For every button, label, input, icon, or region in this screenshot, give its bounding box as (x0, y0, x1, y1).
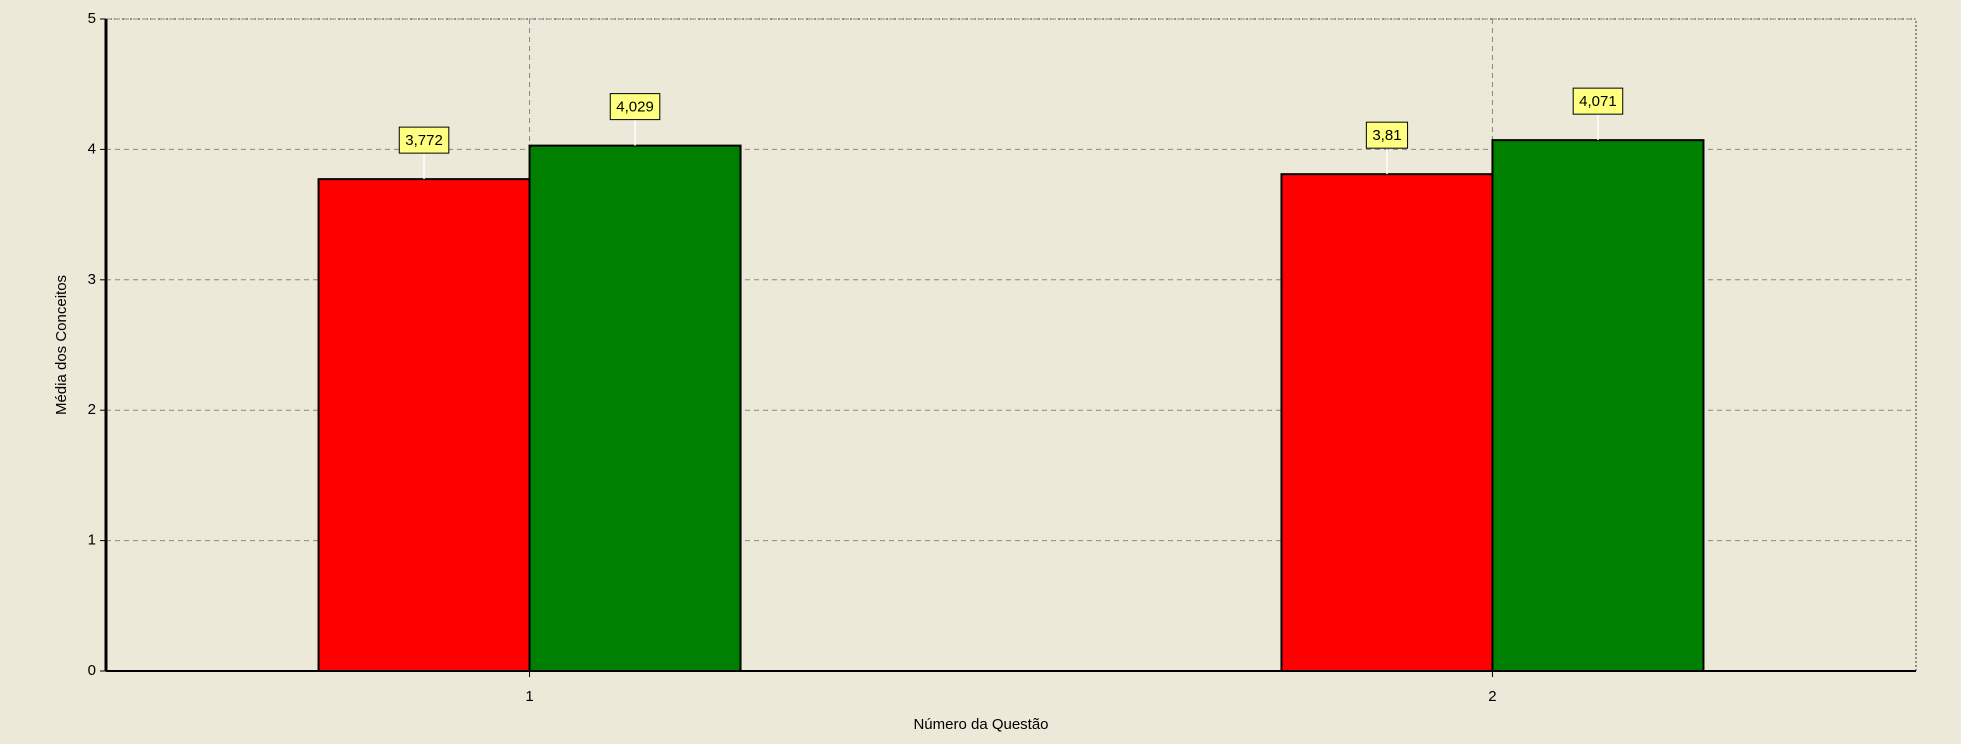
bar (1280, 173, 1494, 672)
value-label-box (609, 93, 661, 121)
y-axis-label: Média dos Conceitos (53, 275, 70, 415)
y-tick-label: 1 (88, 532, 96, 549)
value-label-box (1572, 87, 1624, 115)
y-tick-label: 5 (88, 10, 96, 27)
y-tick-label: 3 (88, 271, 96, 288)
x-tick-label: 1 (525, 688, 533, 705)
bar (317, 178, 531, 672)
y-tick-label: 4 (88, 140, 96, 157)
bar (528, 144, 742, 672)
value-label: 4,071 (1579, 93, 1617, 110)
y-tick-label: 0 (88, 662, 96, 679)
value-label: 3,772 (405, 132, 443, 149)
value-label-box (1365, 121, 1409, 149)
value-label: 4,029 (616, 99, 654, 116)
x-axis-label: Número da Questão (913, 716, 1048, 733)
bar (1491, 139, 1705, 672)
value-label-box (398, 126, 450, 154)
value-label: 3,81 (1372, 127, 1401, 144)
y-tick-label: 2 (88, 401, 96, 418)
x-tick-label: 2 (1488, 688, 1496, 705)
